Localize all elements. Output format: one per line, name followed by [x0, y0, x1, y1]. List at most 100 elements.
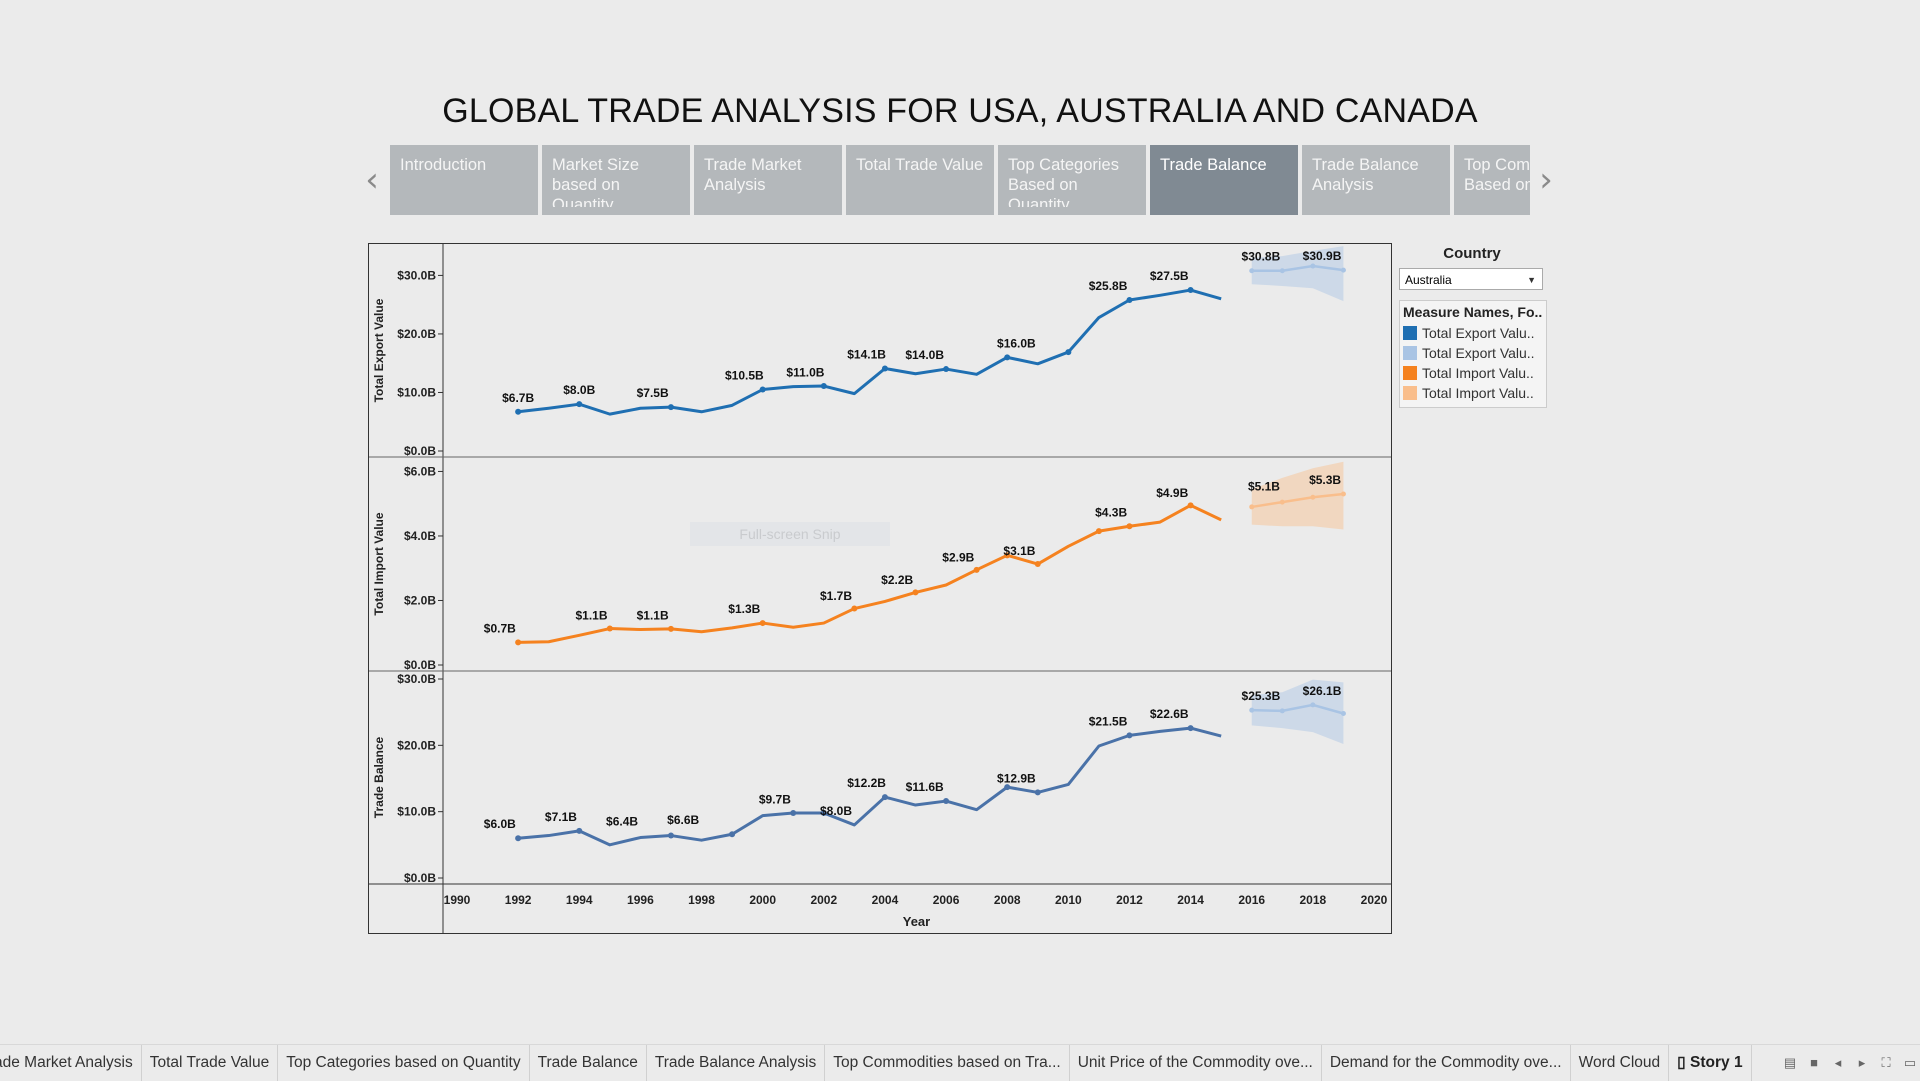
sheet-tab[interactable]: Top Commodities based on Tra...	[825, 1045, 1070, 1081]
sheet-tab[interactable]: Word Cloud	[1571, 1045, 1670, 1081]
data-point	[1187, 287, 1194, 294]
scroll-right-icon[interactable]: ▸	[1858, 1055, 1866, 1070]
presentation-icon[interactable]: ▭	[1903, 1055, 1917, 1070]
legend-title: Measure Names, Fo..	[1403, 304, 1543, 320]
legend-label: Total Import Valu..	[1422, 385, 1534, 401]
country-filter-label: Country	[1443, 245, 1501, 262]
forecast-point	[1249, 707, 1255, 713]
x-tick-label: 2014	[1177, 893, 1204, 907]
data-label: $10.5B	[725, 369, 764, 383]
sheet-tab[interactable]: Trade Balance Analysis	[647, 1045, 826, 1081]
data-label: $8.0B	[563, 383, 595, 397]
data-point	[1187, 725, 1194, 732]
data-point	[576, 401, 583, 408]
legend-label: Total Export Valu..	[1422, 345, 1535, 361]
x-tick-label: 2008	[994, 893, 1021, 907]
story-point-tab[interactable]: Top Commodities Based on Value	[1454, 145, 1530, 215]
story-next-arrow-icon[interactable]: ›	[1539, 160, 1553, 200]
data-label: $25.3B	[1242, 689, 1281, 703]
fullscreen-icon[interactable]: ⛶	[1881, 1055, 1891, 1070]
forecast-band	[1251, 246, 1344, 302]
story-tab-strip: Introduction Market Size based on Quantit…	[390, 145, 1530, 215]
sheet-tab-bar: ade Market Analysis Total Trade Value To…	[0, 1044, 1920, 1081]
legend-item[interactable]: Total Import Valu..	[1403, 383, 1543, 403]
sheet-tab[interactable]: Demand for the Commodity ove...	[1322, 1045, 1571, 1081]
full-screen-snip-overlay[interactable]: Full-screen Snip	[690, 522, 890, 546]
data-point	[1126, 523, 1133, 530]
story-point-tab[interactable]: Top Categories Based on Quantity	[998, 145, 1146, 215]
forecast-point	[1279, 268, 1285, 274]
legend-item[interactable]: Total Export Valu..	[1403, 343, 1543, 363]
y-tick-label: $6.0B	[404, 464, 436, 478]
data-label: $30.8B	[1242, 250, 1281, 264]
forecast-line	[1251, 703, 1344, 715]
forecast-band	[1251, 679, 1344, 745]
x-tick-label: 2020	[1361, 893, 1388, 907]
data-label: $1.3B	[728, 602, 760, 616]
data-label: $12.2B	[847, 776, 886, 790]
forecast-point	[1340, 267, 1346, 273]
story-point-label: Trade Balance Analysis	[1312, 156, 1419, 194]
data-label: $6.0B	[484, 817, 516, 831]
story-point-tab[interactable]: Market Size based on Quantity	[542, 145, 690, 215]
trade-chart: Total Export Value $0.0B $10.0B $20.0B $30.0…	[369, 244, 1391, 933]
data-label: $8.0B	[820, 804, 852, 818]
data-label: $16.0B	[997, 336, 1036, 350]
data-label: $2.9B	[942, 550, 974, 564]
data-point	[759, 386, 766, 393]
data-point	[943, 366, 950, 373]
x-tick-label: 2004	[872, 893, 899, 907]
sheet-tab[interactable]: Total Trade Value	[142, 1045, 279, 1081]
y-tick-label: $20.0B	[397, 327, 436, 341]
x-tick-label: 2002	[810, 893, 837, 907]
forecast-line	[1251, 492, 1344, 509]
data-point	[1004, 784, 1011, 791]
sheet-tab[interactable]: ade Market Analysis	[0, 1045, 142, 1081]
forecast-point	[1249, 268, 1255, 274]
story-point-label: Trade Market Analysis	[704, 156, 802, 194]
data-label: $7.5B	[637, 386, 669, 400]
data-point	[1004, 552, 1011, 559]
data-label: $5.1B	[1248, 479, 1280, 493]
legend-swatch	[1403, 346, 1417, 360]
data-point	[759, 620, 766, 627]
data-label: $6.4B	[606, 815, 638, 829]
data-point	[576, 827, 583, 834]
story-point-label: Market Size based on Quantity	[552, 156, 640, 207]
y-axis-label: Total Import Value	[372, 512, 386, 615]
country-dropdown[interactable]: Australia ▼	[1399, 268, 1543, 290]
story-tab[interactable]: ▯ Story 1	[1669, 1045, 1752, 1081]
story-point-tab[interactable]: Trade Balance Analysis	[1302, 145, 1450, 215]
data-label: $9.7B	[759, 793, 791, 807]
forecast-point	[1249, 504, 1255, 510]
data-point	[1065, 349, 1072, 356]
story-point-tab[interactable]: Trade Balance	[1150, 145, 1298, 215]
y-tick-label: $30.0B	[397, 268, 436, 282]
story-point-tab[interactable]: Trade Market Analysis	[694, 145, 842, 215]
legend-item[interactable]: Total Import Valu..	[1403, 363, 1543, 383]
legend-item[interactable]: Total Export Valu..	[1403, 323, 1543, 343]
x-tick-label: 2006	[933, 893, 960, 907]
story-point-tab[interactable]: Introduction	[390, 145, 538, 215]
data-label: $2.2B	[881, 573, 913, 587]
legend-label: Total Export Valu..	[1422, 325, 1535, 341]
story-point-tab[interactable]: Total Trade Value	[846, 145, 994, 215]
data-point	[515, 408, 522, 415]
story-prev-arrow-icon[interactable]: ‹	[365, 160, 379, 200]
series-line	[518, 726, 1222, 847]
sheet-tab[interactable]: Top Categories based on Quantity	[278, 1045, 530, 1081]
y-axis-label: Total Export Value	[372, 298, 386, 402]
x-tick-label: 1994	[566, 893, 593, 907]
tabs-view-icon[interactable]: ■	[1810, 1055, 1818, 1070]
sheet-tab[interactable]: Trade Balance	[530, 1045, 647, 1081]
data-point	[606, 625, 613, 632]
x-tick-label: 1996	[627, 893, 654, 907]
data-point	[1126, 296, 1133, 303]
scroll-left-icon[interactable]: ◂	[1834, 1055, 1842, 1070]
filmstrip-view-icon[interactable]: ▤	[1783, 1055, 1797, 1070]
y-tick-label: $0.0B	[404, 658, 436, 672]
chevron-down-icon[interactable]: ▼	[1527, 275, 1536, 285]
data-label: $6.6B	[667, 813, 699, 827]
sheet-tab[interactable]: Unit Price of the Commodity ove...	[1070, 1045, 1322, 1081]
data-point	[1095, 528, 1102, 535]
